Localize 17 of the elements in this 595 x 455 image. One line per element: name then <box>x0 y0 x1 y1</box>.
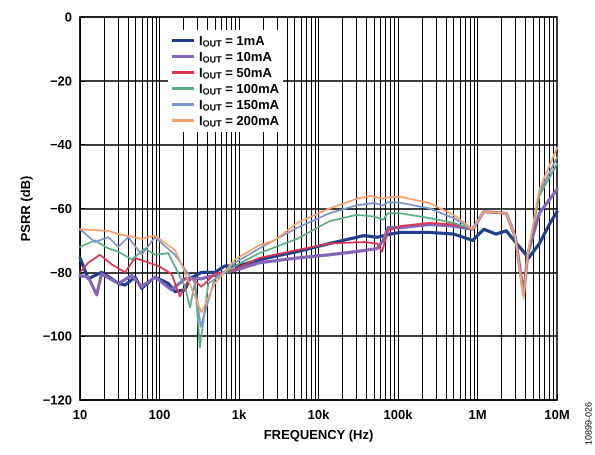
y-axis-title: PSRR (dB) <box>18 176 33 242</box>
y-tick-label: −60 <box>50 201 72 216</box>
y-tick-label: −80 <box>50 264 72 280</box>
x-tick-label: 1M <box>468 407 487 422</box>
x-tick-label: 10 <box>72 407 88 422</box>
y-tick-label: 0 <box>64 10 72 24</box>
x-tick-label: 100k <box>384 407 414 422</box>
y-tick-label: −40 <box>50 137 72 152</box>
y-tick-label: −120 <box>42 392 72 408</box>
x-tick-label: 10M <box>544 407 570 422</box>
y-tick-label: −20 <box>50 73 72 88</box>
x-axis-title: FREQUENCY (Hz) <box>264 427 374 442</box>
x-tick-label: 10k <box>308 407 330 422</box>
x-tick-label: 1k <box>232 407 247 422</box>
x-tick-label: 100 <box>148 407 170 422</box>
text: 10899-026 <box>584 402 594 445</box>
y-tick-label: −100 <box>42 328 72 344</box>
